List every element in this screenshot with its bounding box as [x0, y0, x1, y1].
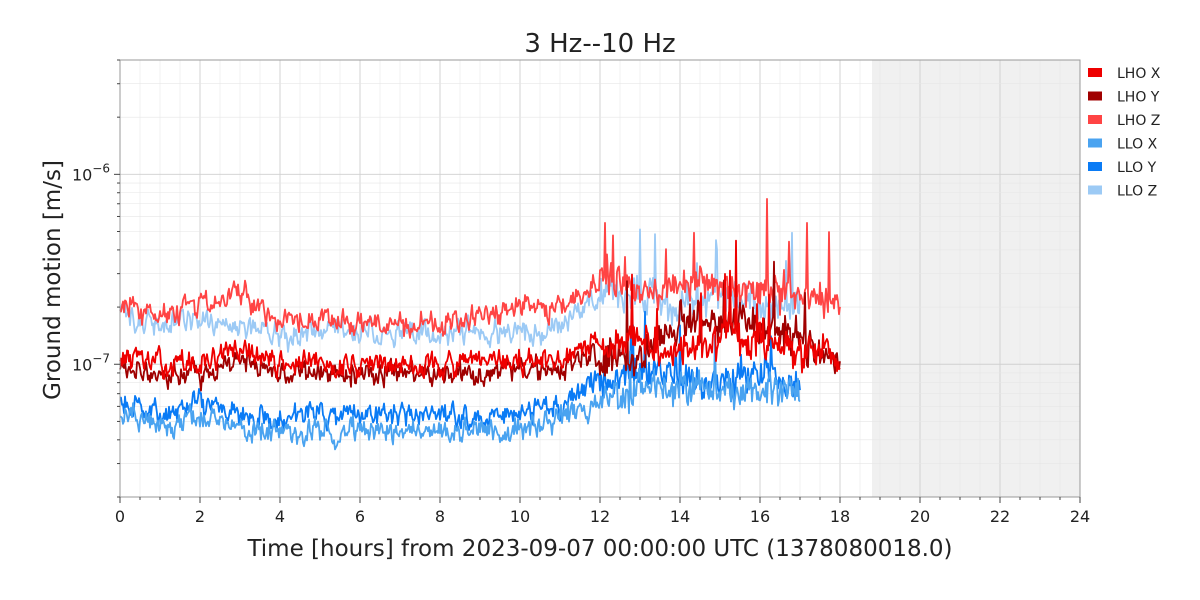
x-tick-label: 4: [275, 507, 285, 526]
series-line-lho-y: [119, 260, 841, 392]
x-tick-label: 10: [510, 507, 530, 526]
legend: LHO X LHO Y LHO Z LLO X LLO Y LLO Z: [1088, 66, 1161, 200]
x-axis-label: Time [hours] from 2023-09-07 00:00:00 UT…: [246, 536, 952, 562]
y-axis-label: Ground motion [m/s]: [40, 160, 66, 400]
legend-label: LLO Y: [1117, 160, 1157, 176]
legend-label: LLO Z: [1117, 184, 1157, 200]
x-tick-label: 24: [1070, 507, 1090, 526]
series-layer: [119, 197, 841, 451]
legend-label: LHO Z: [1117, 113, 1160, 129]
chart-title: 3 Hz--10 Hz: [524, 29, 675, 59]
legend-swatch: [1088, 138, 1102, 148]
y-tick-label: 10−7: [72, 351, 110, 374]
legend-label: LHO Y: [1117, 90, 1160, 106]
series-line-llo-z: [119, 228, 801, 353]
legend-swatch: [1088, 115, 1102, 124]
x-tick-label: 6: [355, 507, 365, 526]
x-tick-label: 20: [910, 507, 930, 526]
x-tick-label: 16: [750, 507, 770, 526]
legend-swatch: [1088, 68, 1102, 77]
series-line-llo-x: [119, 334, 801, 451]
x-tick-label: 14: [670, 507, 690, 526]
legend-label: LLO X: [1117, 137, 1158, 153]
y-tick-label: 10−6: [72, 161, 110, 184]
legend-swatch: [1088, 162, 1102, 171]
series-line-lho-z: [119, 197, 841, 339]
x-tick-label: 0: [115, 507, 125, 526]
series-line-llo-y: [119, 310, 801, 433]
x-tick-label: 2: [195, 507, 205, 526]
no-data-region: [872, 60, 1080, 497]
x-tick-label: 22: [990, 507, 1010, 526]
x-tick-label: 12: [590, 507, 610, 526]
x-tick-label: 8: [435, 507, 445, 526]
legend-swatch: [1088, 91, 1102, 101]
series-line-lho-x: [119, 239, 841, 381]
legend-swatch: [1088, 185, 1102, 195]
legend-label: LHO X: [1117, 66, 1161, 82]
x-tick-label: 18: [830, 507, 850, 526]
